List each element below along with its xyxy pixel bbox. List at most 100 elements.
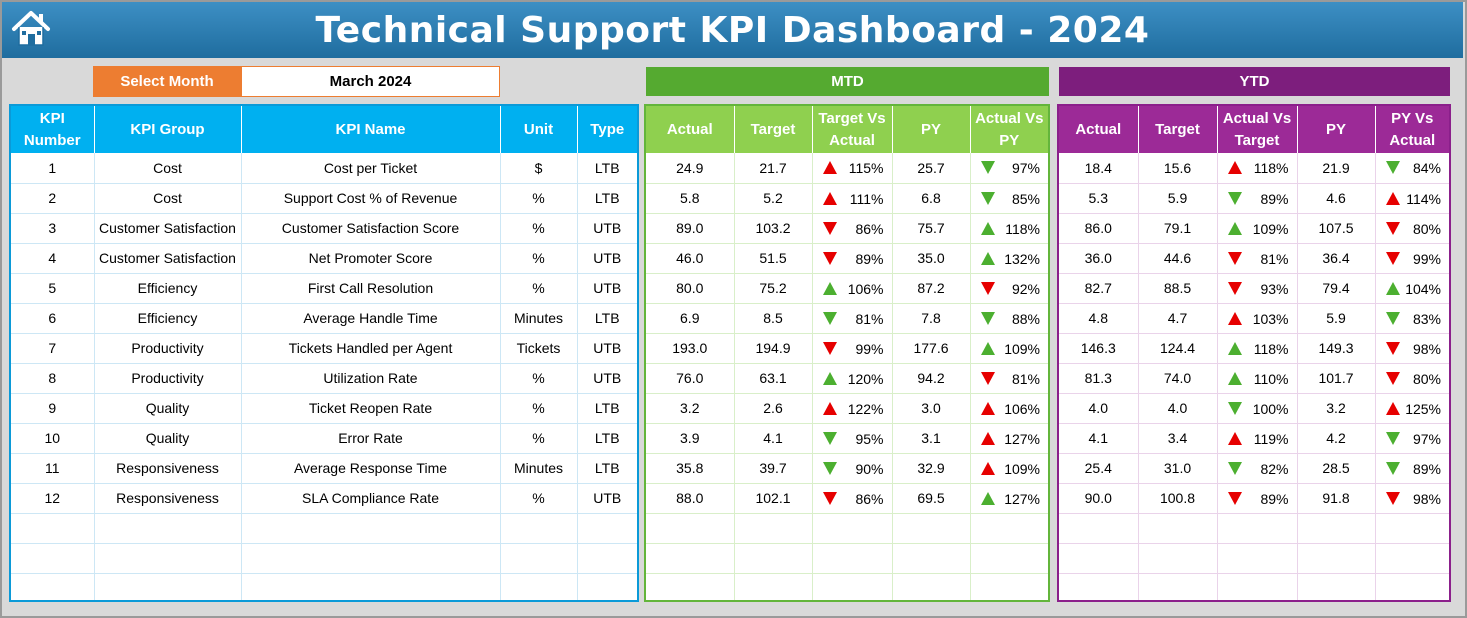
empty-cell [577,573,637,600]
kpi-name-cell: Support Cost % of Revenue [241,183,501,214]
kpi-group-cell: Efficiency [94,273,242,304]
ytd-column-header: PY Vs Actual [1375,106,1449,153]
arrow-down-green-icon [822,461,837,475]
variance-value: 90% [855,460,884,477]
arrow-down-green-icon [1385,461,1400,475]
table-row: 7 Productivity Tickets Handled per Agent Ti… [11,333,637,364]
variance-value: 89% [1260,190,1289,207]
ytd-column-header: Target [1138,106,1218,153]
variance-value: 89% [1412,460,1441,477]
actual-cell: 80.0 [646,273,735,304]
table-row: 4 Customer Satisfaction Net Promoter Score… [11,243,637,274]
target-cell: 3.4 [1138,423,1218,454]
py-cell: 35.0 [892,243,971,274]
py-cell: 32.9 [892,453,971,484]
variance-cell: 82% [1217,453,1298,484]
variance-cell: 86% [812,213,893,244]
title-bar: Technical Support KPI Dashboard - 2024 [2,2,1463,58]
actual-cell: 4.1 [1059,423,1139,454]
arrow-down-green-icon [980,311,995,325]
arrow-down-green-icon [1227,401,1242,415]
variance-value: 109% [1004,460,1040,477]
variance-value: 125% [1405,400,1441,417]
type-cell: LTB [577,423,637,454]
empty-cell [892,543,971,574]
table-row: 5.8 5.2 111% 6.8 85% [646,183,1048,214]
empty-cell [1138,543,1218,574]
month-dropdown[interactable]: March 2024 [241,66,500,97]
empty-cell [500,513,578,544]
arrow-down-green-icon [980,161,995,174]
py-cell: 21.9 [1297,153,1376,184]
kpi-number-cell: 4 [11,243,95,274]
kpi-number-cell: 1 [11,153,95,184]
variance-value: 97% [1412,430,1441,447]
empty-cell [734,573,813,600]
variance-value: 109% [1252,220,1289,237]
variance-cell: 106% [970,393,1048,424]
arrow-up-green-icon [980,221,995,235]
empty-cell [1059,513,1139,544]
variance-cell: 85% [970,183,1048,214]
table-row: 86.0 79.1 109% 107.5 80% [1059,213,1449,244]
arrow-down-red-icon [1227,251,1242,265]
target-cell: 79.1 [1138,213,1218,244]
kpi-group-cell: Cost [94,183,242,214]
arrow-down-green-icon [822,431,837,445]
target-cell: 124.4 [1138,333,1218,364]
month-selector[interactable]: Select Month March 2024 [93,66,500,97]
arrow-up-green-icon [980,341,995,355]
arrow-down-red-icon [822,491,837,505]
unit-cell: Minutes [500,303,578,334]
kpi-group-cell: Quality [94,393,242,424]
kpi-group-cell: Efficiency [94,303,242,334]
table-row: 5 Efficiency First Call Resolution% UTB [11,273,637,304]
variance-cell: 97% [970,153,1048,184]
table-row: 10 Quality Error Rate% LTB [11,423,637,454]
target-cell: 74.0 [1138,363,1218,394]
arrow-up-green-icon [980,251,995,265]
home-icon[interactable] [10,8,52,50]
py-cell: 36.4 [1297,243,1376,274]
variance-value: 82% [1260,460,1289,477]
variance-value: 99% [1412,250,1441,267]
kpi-name-cell: Utilization Rate [241,363,501,394]
target-cell: 4.7 [1138,303,1218,334]
variance-cell: 98% [1375,333,1449,364]
kpi-number-cell: 10 [11,423,95,454]
unit-cell: % [500,213,578,244]
type-cell: UTB [577,273,637,304]
variance-cell: 100% [1217,393,1298,424]
kpi-name-cell: Average Response Time [241,453,501,484]
arrow-up-red-icon [1227,311,1242,325]
kpi-group-cell: Cost [94,153,242,184]
variance-value: 98% [1412,490,1441,507]
empty-row [11,573,637,600]
kpi-name-cell: SLA Compliance Rate [241,483,501,514]
empty-cell [1138,573,1218,600]
table-row: 1 Cost Cost per Ticket $ LTB [11,153,637,184]
table-row: 80.0 75.2 106% 87.2 92% [646,273,1048,304]
mtd-column-header: Actual [646,106,735,153]
kpi-column-header: Unit [500,106,578,153]
type-cell: LTB [577,183,637,214]
table-row: 46.0 51.5 89% 35.0 132% [646,243,1048,274]
actual-cell: 81.3 [1059,363,1139,394]
table-row: 193.0 194.9 99% 177.6 109% [646,333,1048,364]
arrow-up-red-icon [1385,401,1400,415]
py-cell: 4.2 [1297,423,1376,454]
arrow-down-red-icon [1385,251,1400,265]
kpi-name-cell: Tickets Handled per Agent [241,333,501,364]
actual-cell: 36.0 [1059,243,1139,274]
target-cell: 4.1 [734,423,813,454]
variance-value: 80% [1412,220,1441,237]
empty-cell [646,573,735,600]
kpi-number-cell: 5 [11,273,95,304]
table-row: 90.0 100.8 89% 91.8 98% [1059,483,1449,514]
kpi-name-cell: Cost per Ticket [241,153,501,184]
variance-cell: 95% [812,423,893,454]
arrow-down-red-icon [822,251,837,265]
empty-row [11,543,637,574]
variance-cell: 89% [812,243,893,274]
table-row: 89.0 103.2 86% 75.7 118% [646,213,1048,244]
